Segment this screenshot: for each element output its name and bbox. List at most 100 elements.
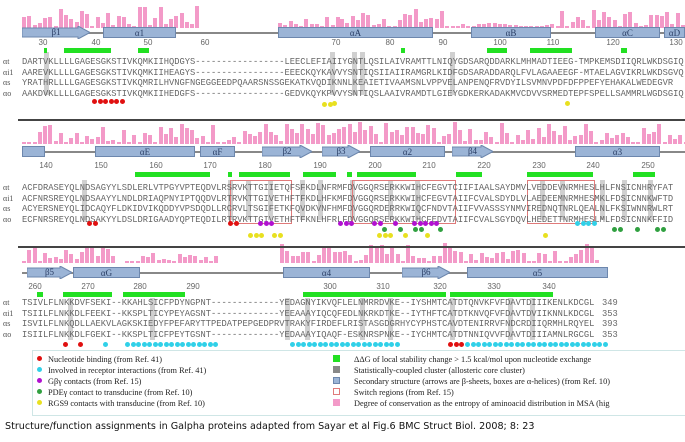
conservation-bar [43, 253, 47, 263]
conservation-bar [322, 246, 326, 263]
conservation-bar [479, 253, 484, 263]
conservation-bar [161, 259, 166, 263]
conservation-bar [153, 18, 158, 28]
conservation-bar [573, 136, 578, 144]
block-separator [18, 119, 685, 121]
legend-item-receptor: Involved in receptor interactions (from … [37, 366, 206, 376]
coupled-cluster-column [388, 180, 393, 220]
conservation-bar [376, 24, 381, 28]
conservation-bar [358, 260, 363, 263]
conservation-bar [253, 136, 257, 144]
conservation-bar [295, 133, 299, 144]
annotation-dot [327, 102, 333, 107]
conservation-bar [552, 131, 557, 144]
conservation-bar [510, 142, 515, 144]
conservation-bar [64, 15, 68, 28]
conservation-bar [137, 142, 142, 144]
stability-change-bar [527, 172, 593, 177]
conservation-bar [513, 25, 518, 28]
sequence-row: ECFNRSREYQLNDSAKYYLDSLDRIGAADYQPTEQDILRT… [22, 214, 674, 225]
stability-change-bar [303, 172, 336, 177]
arrow-shape [402, 266, 450, 279]
conservation-bar [368, 126, 373, 144]
conservation-bar [581, 20, 585, 28]
conservation-bar [526, 261, 531, 263]
conservation-bar [311, 261, 316, 263]
legend: Nucleotide binding (from Ref. 41) Involv… [32, 350, 685, 416]
conservation-bar [410, 127, 415, 144]
conservation-bar [146, 257, 150, 263]
conservation-bar [284, 124, 289, 144]
conservation-bar [353, 261, 358, 263]
annotation-dot [323, 342, 328, 347]
annotation-dot [418, 227, 424, 232]
conservation-bar [505, 259, 510, 263]
conservation-bar [237, 142, 242, 144]
stability-change-bar [450, 292, 553, 297]
annotation-dot [388, 233, 393, 238]
conservation-bar [361, 13, 365, 28]
conservation-bar [64, 250, 68, 263]
annotation-dot [617, 227, 623, 232]
conservation-bar [158, 127, 163, 144]
purple-dot-icon [37, 378, 42, 383]
conservation-bar [521, 253, 526, 263]
sequence-label: αi1 [3, 308, 14, 318]
conservation-bar [258, 132, 263, 144]
conservation-bar [27, 16, 32, 28]
annotation-dot [269, 221, 274, 226]
alpha-helix-box: α3 [575, 146, 660, 157]
annotation-dot [97, 99, 103, 104]
conservation-bar [494, 142, 499, 144]
annotation-dot [476, 342, 481, 347]
conservation-bar [405, 127, 410, 144]
conservation-bar [482, 24, 486, 28]
conservation-bar [177, 254, 182, 263]
annotation-dot [259, 233, 264, 238]
annotation-dot [525, 342, 531, 347]
conservation-bar [424, 19, 428, 28]
conservation-bar [490, 258, 494, 263]
coupled-cluster-column [150, 298, 155, 340]
conservation-bar [53, 141, 58, 144]
conservation-bar [604, 133, 609, 144]
annotation-dot [92, 99, 97, 104]
conservation-bar [137, 7, 142, 28]
annotation-dot [322, 102, 327, 107]
conservation-bar [79, 11, 84, 28]
conservation-bar [58, 133, 63, 144]
conservation-bar [289, 129, 294, 144]
coupled-cluster-column [388, 298, 393, 340]
stability-change-bar [135, 172, 210, 177]
legend-label: Secondary structure (arrows are β-sheets… [354, 377, 610, 386]
conservation-bar [644, 25, 648, 28]
annotation-dot [498, 342, 503, 347]
coupled-cluster-column [82, 180, 87, 220]
conservation-bar [570, 22, 575, 28]
annotation-dot [108, 99, 114, 104]
conservation-bar [413, 9, 418, 28]
conservation-bar [106, 13, 110, 28]
conservation-bar [48, 258, 53, 263]
stability-change-bar [228, 172, 232, 177]
conservation-bar [140, 256, 145, 263]
conservation-bar [466, 26, 471, 28]
annotation-dot [487, 342, 492, 347]
conservation-bar [352, 132, 357, 144]
conservation-bar [516, 250, 521, 263]
conservation-bar [58, 259, 63, 263]
residue-number: 280 [133, 282, 147, 291]
conservation-bar [625, 137, 630, 144]
conservation-bar [300, 124, 305, 144]
conservation-bar [95, 17, 100, 28]
conservation-bar [500, 252, 505, 263]
conservation-bar [174, 137, 179, 144]
annotation-dot [575, 342, 580, 347]
beta-sheet-label: β1 [51, 27, 61, 37]
red-dot-icon [37, 356, 42, 361]
conservation-bar [64, 142, 68, 144]
coupled-cluster-column [68, 298, 73, 340]
conservation-bar [680, 25, 685, 28]
stability-change-bar [239, 172, 290, 177]
conservation-bar [106, 249, 110, 263]
